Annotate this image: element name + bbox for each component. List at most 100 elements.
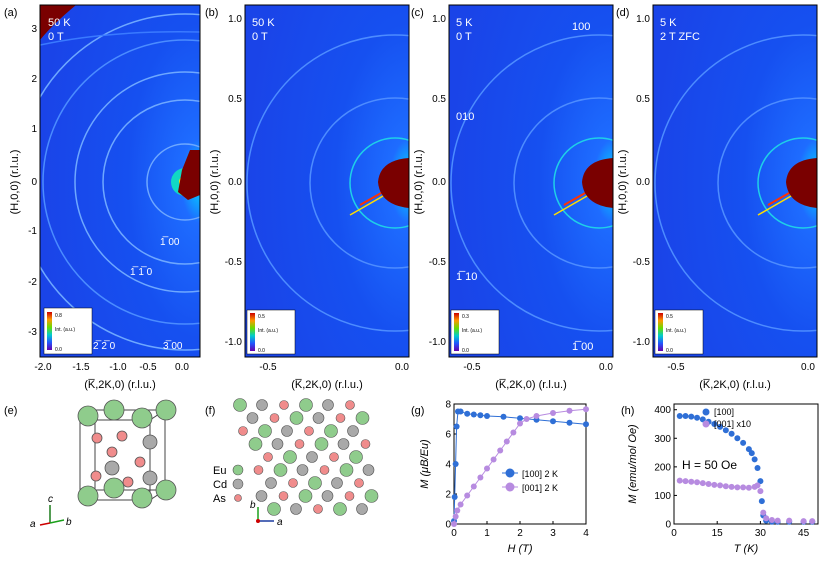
legend-as: As (213, 493, 226, 505)
atom (322, 399, 334, 411)
panel-c: 5 K 0 T 100 010 1̅ 10 1̅ 00 0.3 Int. (a.… (411, 4, 614, 391)
peak-a-3: 2̅ 2̅ 0 (93, 340, 116, 352)
data-point (464, 410, 471, 417)
data-point (550, 410, 556, 416)
lattice-projection (233, 398, 379, 516)
data-point (711, 421, 718, 427)
ytick-a-1: 2 (31, 74, 37, 85)
legend-g: [100] 2 K [001] 2 K (502, 468, 558, 493)
annotation-h: H = 50 Oe (682, 458, 737, 472)
legend-marker-h-1 (702, 420, 710, 428)
xtick-c-0: -0.5 (463, 362, 481, 373)
xtick-a-2: -1.0 (109, 362, 127, 373)
data-point (688, 413, 695, 420)
ylabel-b: (H,0,0) (r.l.u.) (209, 150, 221, 215)
atom (288, 478, 298, 488)
xlabel-h: T (K) (734, 543, 759, 555)
atom (354, 478, 364, 488)
ytick-d-0: 1.0 (636, 14, 650, 25)
cbar-max-d: 0.5 (666, 314, 673, 320)
data-point (464, 492, 471, 499)
ytick-label: 2 (445, 490, 451, 501)
axis-b-e: b (66, 517, 72, 528)
data-point (457, 501, 464, 508)
legend-h: [100] [001] x10 (702, 407, 751, 429)
field-d: 2 T ZFC (660, 31, 700, 43)
xtick-label: 0 (451, 528, 457, 539)
series-line-0 (453, 411, 587, 522)
peak-a-2: 1̅ 1̅ 0 (130, 266, 153, 278)
legend-marker-g-0 (505, 468, 515, 478)
atom (347, 425, 359, 437)
data-point (451, 521, 457, 527)
legend-text-h-0: [100] (714, 407, 734, 417)
atom (319, 465, 330, 475)
data-point (740, 484, 747, 491)
data-point (734, 435, 741, 442)
data-point (566, 419, 573, 426)
xtick-label: 3 (550, 528, 556, 539)
ytick-label: 4 (445, 460, 451, 471)
data-point (717, 423, 724, 430)
axis-a-e: a (30, 519, 36, 530)
atom (271, 438, 284, 450)
ytick-c-4: -1.0 (429, 337, 447, 348)
atom (364, 489, 379, 503)
data-point (682, 478, 689, 485)
atom (344, 491, 355, 501)
field-a: 0 T (48, 31, 64, 43)
axis-ticks-g: 0 1 2 3 4 0 2 4 6 8 (445, 400, 589, 540)
colorbar-b (250, 313, 255, 351)
atom (256, 399, 268, 411)
ylabel-a: (H,0,0) (r.l.u.) (9, 150, 21, 215)
data-point (676, 477, 683, 484)
data-point (728, 430, 735, 437)
ytick-c-2: 0.0 (432, 177, 446, 188)
data-point (451, 494, 458, 500)
xtick-label: 0 (671, 528, 677, 539)
data-point (760, 509, 767, 516)
data-point (452, 513, 459, 520)
data-point (763, 515, 770, 522)
peak-c-1: 100 (572, 21, 590, 33)
panel-label-d: (d) (616, 7, 629, 19)
data-point (722, 427, 729, 434)
ylabel-d: (H,0,0) (r.l.u.) (617, 150, 629, 215)
atom (306, 451, 318, 463)
panel-label-c: (c) (411, 7, 424, 19)
legend-eu: Eu (213, 465, 226, 477)
cbar-label-b: Int. (a.u.) (258, 328, 278, 334)
atom (246, 412, 259, 424)
atom (362, 464, 375, 476)
ylabel-h: M (emu/mol Oe) (627, 424, 639, 504)
data-point (754, 482, 761, 489)
data-point (470, 483, 477, 490)
axis-ticks-h: 0 15 30 45 0 100 200 300 400 (654, 405, 809, 539)
data-point (748, 450, 755, 457)
xlabel-b: (K̅,2K,0) (r.l.u.) (291, 379, 363, 391)
data-point (757, 478, 764, 485)
data-point (694, 414, 701, 421)
cbar-min-a: 0.0 (55, 347, 62, 353)
data-point (497, 447, 504, 454)
data-point (676, 413, 683, 419)
legend-text-g-1: [001] 2 K (522, 483, 558, 493)
cbar-label-d: Int. (a.u.) (666, 328, 686, 334)
data-point (734, 484, 741, 491)
ytick-label: 8 (445, 400, 451, 411)
data-point (699, 416, 706, 423)
xtick-a-4: 0.0 (175, 362, 189, 373)
data-point (809, 518, 816, 525)
panel-label-h: (h) (621, 405, 634, 417)
ylabel-g: M (μB/Eu) (419, 439, 431, 489)
field-b: 0 T (252, 31, 268, 43)
ytick-a-0: 3 (31, 24, 37, 35)
cbar-min-b: 0.0 (258, 348, 265, 354)
atom (335, 413, 346, 423)
xtick-label: 15 (712, 528, 724, 539)
atom (345, 400, 355, 410)
data-point (457, 408, 464, 415)
atom (269, 413, 280, 423)
atom (299, 398, 313, 412)
